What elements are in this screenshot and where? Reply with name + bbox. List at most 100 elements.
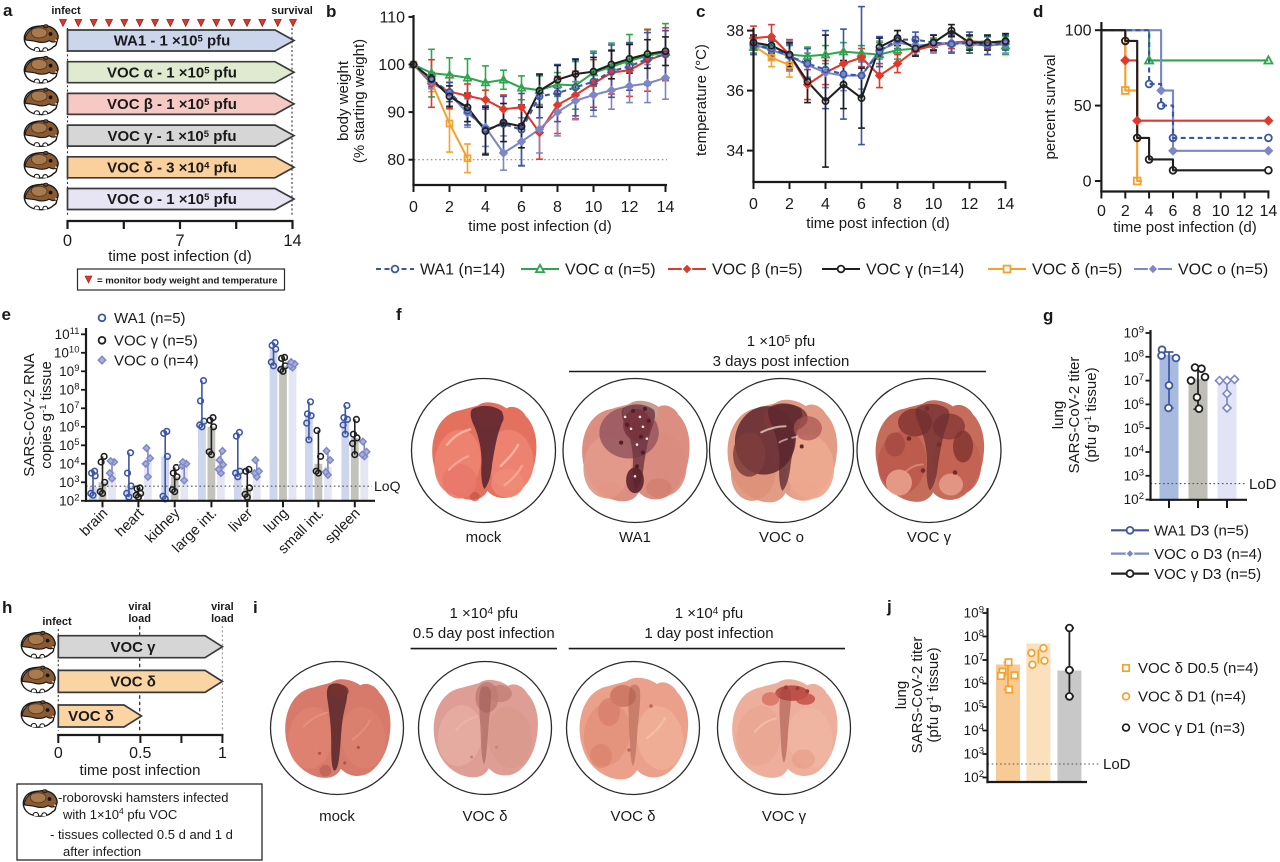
svg-text:time post infection: time post infection (80, 762, 201, 779)
svg-text:i: i (253, 598, 258, 617)
svg-text:VOC γ: VOC γ (907, 529, 952, 546)
svg-text:7: 7 (175, 232, 184, 250)
svg-text:j: j (886, 597, 892, 616)
svg-text:with 1×104 pfu VOC: with 1×104 pfu VOC (62, 806, 177, 822)
svg-text:VOC δ D1 (n=4): VOC δ D1 (n=4) (1138, 689, 1246, 706)
svg-text:spleen: spleen (322, 506, 364, 548)
svg-text:105: 105 (1124, 419, 1144, 436)
svg-text:VOC δ D0.5 (n=4): VOC δ D0.5 (n=4) (1138, 660, 1258, 677)
svg-text:VOC γ D3 (n=5): VOC γ D3 (n=5) (1154, 566, 1261, 583)
svg-text:brain: brain (77, 506, 111, 540)
svg-text:lung: lung (1050, 401, 1067, 429)
svg-text:a: a (3, 1, 13, 20)
svg-text:VOC δ: VOC δ (462, 808, 507, 825)
svg-text:SARS-CoV-2 titer: SARS-CoV-2 titer (909, 637, 926, 754)
svg-text:temperature (°C): temperature (°C) (693, 44, 710, 156)
svg-text:SARS-CoV-2 titer: SARS-CoV-2 titer (1066, 357, 1083, 474)
svg-text:VOC δ: VOC δ (110, 674, 156, 691)
svg-text:107: 107 (964, 651, 984, 668)
svg-text:8: 8 (1192, 203, 1201, 220)
svg-text:LoD: LoD (1249, 476, 1277, 493)
svg-text:103: 103 (59, 473, 79, 490)
svg-text:0: 0 (1083, 174, 1092, 191)
svg-text:lung: lung (893, 681, 910, 709)
svg-text:WA1: WA1 (619, 529, 651, 546)
svg-text:4: 4 (821, 196, 830, 213)
svg-text:102: 102 (964, 769, 984, 786)
svg-text:10: 10 (1212, 203, 1230, 220)
svg-text:12: 12 (961, 196, 979, 213)
svg-text:load: load (128, 613, 151, 625)
svg-text:time post infection (d): time post infection (d) (108, 248, 251, 265)
svg-text:VOC γ: VOC γ (110, 639, 156, 656)
svg-text:0.5 day post infection: 0.5 day post infection (413, 625, 555, 642)
svg-text:14: 14 (997, 196, 1015, 213)
svg-text:1: 1 (218, 745, 227, 762)
svg-text:105: 105 (964, 698, 984, 715)
svg-text:load: load (211, 613, 234, 625)
svg-text:4: 4 (1145, 203, 1154, 220)
svg-text:infect: infect (51, 5, 81, 17)
svg-text:VOC β (n=5): VOC β (n=5) (712, 262, 803, 279)
svg-text:VOC o D3 (n=4): VOC o D3 (n=4) (1154, 546, 1262, 563)
svg-text:- tissues collected 0.5 d and: - tissues collected 0.5 d and 1 d (50, 827, 233, 842)
svg-text:0: 0 (409, 199, 418, 216)
svg-text:3 days post infection: 3 days post infection (713, 353, 850, 370)
svg-text:80: 80 (387, 152, 405, 169)
svg-text:107: 107 (1124, 372, 1144, 389)
svg-text:6: 6 (517, 199, 526, 216)
svg-text:viral: viral (128, 601, 151, 613)
svg-text:WA1 (n=14): WA1 (n=14) (420, 262, 505, 279)
svg-text:h: h (2, 598, 12, 617)
svg-text:1 ×105 pfu: 1 ×105 pfu (747, 333, 816, 350)
svg-text:f: f (396, 305, 402, 324)
svg-text:VOC δ (n=5): VOC δ (n=5) (1032, 262, 1122, 279)
svg-text:viral: viral (211, 601, 234, 613)
svg-text:0: 0 (63, 232, 72, 250)
svg-text:VOC γ D1 (n=3): VOC γ D1 (n=3) (1138, 720, 1245, 737)
svg-text:14: 14 (657, 199, 675, 216)
svg-text:1011: 1011 (55, 325, 80, 342)
svg-text:= monitor body weight and temp: = monitor body weight and temperature (97, 276, 277, 287)
svg-text:103: 103 (964, 745, 984, 762)
svg-text:VOC δ: VOC δ (68, 708, 114, 725)
svg-text:38: 38 (726, 23, 744, 40)
svg-text:lung: lung (261, 506, 292, 537)
svg-text:VOC α (n=5): VOC α (n=5) (565, 262, 656, 279)
svg-text:108: 108 (964, 628, 984, 645)
svg-text:e: e (2, 305, 11, 324)
svg-text:percent survival: percent survival (1042, 54, 1059, 159)
svg-text:108: 108 (1124, 348, 1144, 365)
svg-text:103: 103 (1124, 467, 1144, 484)
svg-text:1 ×104 pfu: 1 ×104 pfu (450, 605, 519, 622)
svg-text:100: 100 (1065, 23, 1092, 40)
svg-text:liver: liver (226, 505, 256, 535)
svg-text:-roborovski hamsters infected: -roborovski hamsters infected (58, 790, 229, 805)
svg-text:106: 106 (1124, 396, 1144, 413)
svg-text:14: 14 (1260, 203, 1278, 220)
svg-text:106: 106 (59, 418, 79, 435)
svg-text:104: 104 (1124, 443, 1144, 460)
svg-text:2: 2 (1121, 203, 1130, 220)
svg-text:10: 10 (925, 196, 943, 213)
svg-text:102: 102 (59, 492, 79, 509)
svg-text:4: 4 (481, 199, 490, 216)
svg-text:0: 0 (54, 745, 63, 762)
svg-text:109: 109 (59, 362, 79, 379)
svg-text:g: g (1043, 306, 1053, 325)
svg-text:50: 50 (1074, 98, 1092, 115)
svg-text:time post infection (d): time post infection (d) (1113, 219, 1256, 236)
svg-text:VOC o: VOC o (759, 529, 804, 546)
svg-text:VOC γ: VOC γ (762, 808, 807, 825)
svg-text:108: 108 (59, 381, 79, 398)
svg-text:10: 10 (585, 199, 603, 216)
svg-text:0: 0 (1097, 203, 1106, 220)
svg-text:109: 109 (1124, 324, 1144, 341)
svg-text:VOC γ (n=5): VOC γ (n=5) (114, 333, 198, 350)
svg-text:12: 12 (621, 199, 639, 216)
svg-text:109: 109 (964, 604, 984, 621)
svg-text:survival: survival (271, 5, 313, 17)
svg-text:2: 2 (445, 199, 454, 216)
svg-text:12: 12 (1236, 203, 1254, 220)
svg-text:LoQ: LoQ (374, 478, 401, 494)
